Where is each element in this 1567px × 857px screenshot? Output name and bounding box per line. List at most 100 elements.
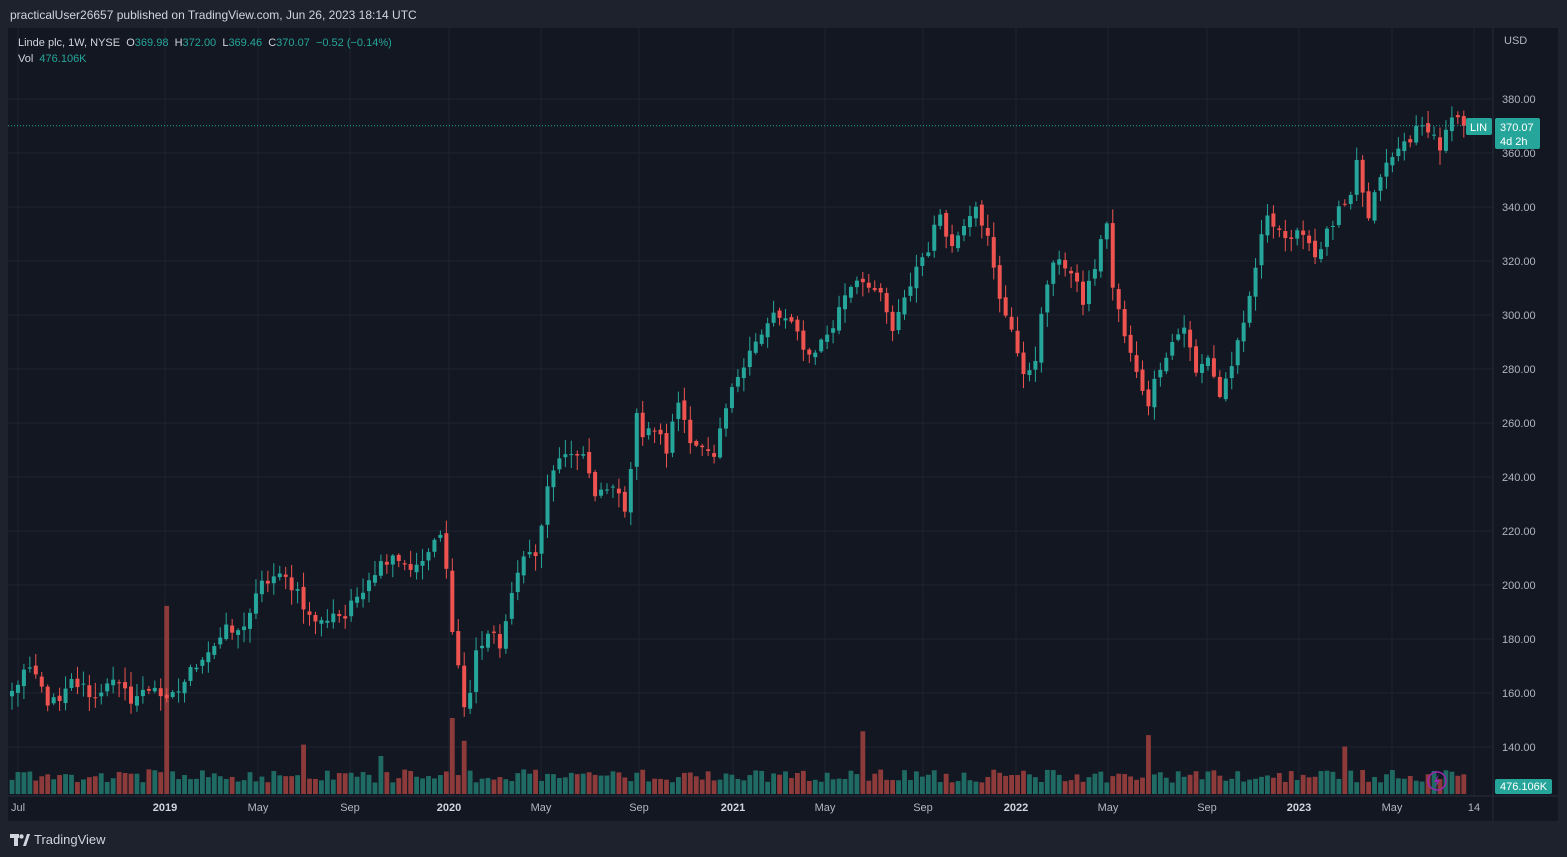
- volume-bar: [878, 769, 884, 794]
- price-axis[interactable]: 380.00 360.00 340.00 320.00 300.00 280.00 260.…: [1502, 94, 1536, 754]
- candle-body: [616, 488, 621, 494]
- volume-bar: [21, 772, 27, 794]
- time-tick-label: May: [1382, 802, 1403, 814]
- high-value: 372.00: [182, 37, 217, 49]
- volume-bar: [140, 782, 146, 794]
- volume-bar: [1193, 771, 1199, 794]
- candle-body: [378, 561, 383, 576]
- candle-body: [729, 387, 734, 409]
- volume-bar: [253, 781, 259, 794]
- candle-body: [694, 441, 699, 446]
- volume-bar: [848, 770, 854, 794]
- currency-label: USD: [1504, 35, 1527, 47]
- candle-body: [569, 454, 574, 456]
- candle-body: [33, 665, 38, 675]
- volume-bar: [824, 772, 830, 794]
- candle-body: [259, 580, 264, 595]
- candle-body: [21, 669, 26, 687]
- volume-bar: [568, 772, 574, 794]
- volume-tag-bg: [1495, 779, 1552, 794]
- candle-body: [1194, 346, 1199, 373]
- volume-bar: [806, 780, 812, 794]
- volume-bar: [616, 772, 622, 794]
- volume-bar: [949, 782, 955, 794]
- candle-body: [319, 620, 324, 624]
- candle-body: [920, 257, 925, 266]
- volume-bar: [57, 775, 62, 794]
- candle-body: [63, 688, 68, 704]
- volume-bar: [908, 779, 913, 794]
- volume-bar: [1181, 776, 1187, 794]
- candle-body: [1277, 228, 1282, 230]
- volume-bar: [1062, 781, 1068, 794]
- volume-bar: [1199, 779, 1205, 794]
- volume-bar: [598, 775, 604, 794]
- legend-volume: Vol 476.106K: [18, 51, 392, 67]
- volume-bar: [1021, 770, 1026, 794]
- candle-body: [813, 352, 818, 358]
- volume-bar: [86, 777, 92, 794]
- footer-bar: [0, 821, 1567, 857]
- candle-body: [146, 688, 151, 691]
- volume-bar: [562, 777, 568, 794]
- volume-bar: [1318, 771, 1324, 794]
- candle-body: [521, 556, 526, 576]
- volume-bar: [919, 776, 925, 794]
- volume-bar: [426, 776, 431, 794]
- volume-bar: [1253, 778, 1258, 794]
- candle-body: [105, 683, 110, 692]
- candle-body: [837, 307, 842, 331]
- volume-bar: [1098, 771, 1104, 794]
- candle-body: [1229, 366, 1234, 379]
- volume-bar: [699, 779, 705, 794]
- volume-bar: [1175, 771, 1181, 794]
- volume-bar: [1009, 775, 1014, 794]
- volume-bar: [967, 780, 973, 794]
- price-tick-label: 160.00: [1502, 688, 1536, 700]
- candle-body: [741, 367, 746, 379]
- volume-bar: [628, 781, 634, 794]
- candle-body: [57, 695, 62, 702]
- time-axis[interactable]: Jul 2019 May Sep 2020 May Sep 2021 May Sep 2022 May…: [11, 802, 1480, 814]
- volume-bar: [390, 782, 396, 794]
- tradingview-logo[interactable]: TradingView: [10, 832, 106, 847]
- candle-body: [474, 650, 479, 692]
- candle-body: [15, 684, 20, 693]
- candle-body: [194, 667, 199, 670]
- candle-body: [979, 204, 984, 226]
- volume-bar: [336, 773, 342, 794]
- volume-bar: [1437, 779, 1443, 794]
- candle-body: [414, 564, 419, 573]
- volume-bar: [200, 770, 205, 794]
- price-tag: 370.07: [1500, 122, 1534, 134]
- candle-body: [1443, 129, 1448, 151]
- volume-bar: [182, 775, 187, 794]
- candle-body: [1235, 340, 1240, 366]
- volume-bar: [63, 774, 68, 794]
- candle-body: [1396, 148, 1401, 157]
- candle-body: [956, 235, 961, 249]
- volume-bar: [1140, 777, 1145, 794]
- candles: [10, 106, 1466, 717]
- candle-body: [1122, 309, 1127, 337]
- volume-bar: [241, 780, 247, 794]
- volume-bar: [104, 781, 110, 794]
- candle-body: [486, 633, 490, 648]
- price-tick-label: 280.00: [1502, 364, 1536, 376]
- candle-body: [248, 612, 252, 629]
- candle-body: [902, 297, 907, 315]
- candle-body: [1414, 125, 1419, 143]
- volume-bar: [943, 773, 949, 794]
- volume-bar: [705, 771, 711, 794]
- price-tick-label: 380.00: [1502, 94, 1536, 106]
- lightning-icon[interactable]: [1427, 771, 1447, 791]
- volume-bar: [914, 771, 919, 794]
- volume-bar: [110, 778, 116, 794]
- volume-bar: [81, 779, 86, 794]
- countdown-tag: 4d 2h: [1500, 136, 1528, 148]
- volume-bar: [75, 782, 80, 794]
- candle-body: [1271, 213, 1276, 227]
- time-tick-label: 2023: [1287, 802, 1311, 814]
- chart-frame[interactable]: [8, 28, 1558, 821]
